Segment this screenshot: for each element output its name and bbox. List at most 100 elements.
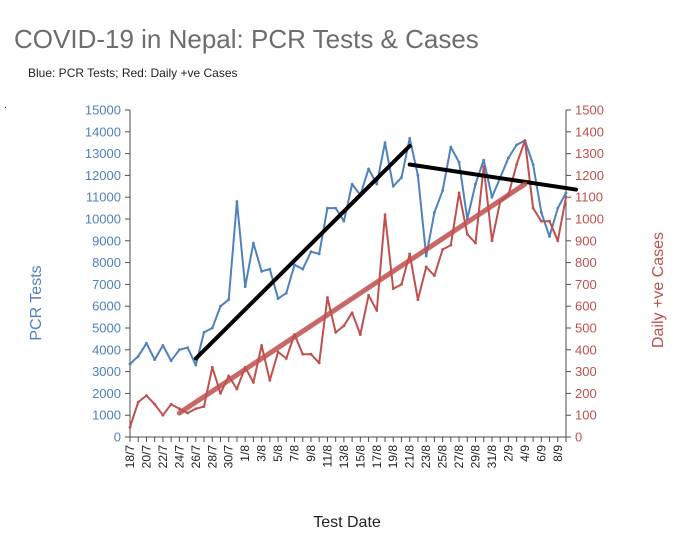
daily-cases-point bbox=[276, 350, 280, 354]
daily-cases-line bbox=[129, 139, 567, 428]
daily-cases-point bbox=[260, 344, 264, 347]
y-left-tick-label: 1000 bbox=[92, 408, 121, 423]
daily-cases-point bbox=[375, 309, 379, 312]
daily-cases-point bbox=[153, 402, 157, 406]
pcr-tests-point bbox=[432, 211, 436, 214]
y-left-tick-label: 13000 bbox=[85, 146, 121, 161]
pcr-tests-point bbox=[482, 158, 486, 162]
pcr-tests-point bbox=[449, 145, 453, 149]
x-tick-label: 2/9 bbox=[501, 445, 515, 462]
y-left-tick-label: 7000 bbox=[92, 277, 121, 292]
pcr-tests-point bbox=[145, 341, 148, 345]
daily-cases-point bbox=[391, 287, 395, 291]
x-tick-label: 7/8 bbox=[288, 445, 302, 462]
daily-cases-point bbox=[334, 330, 338, 334]
pcr-tests-point bbox=[564, 191, 568, 195]
pcr-tests-point bbox=[548, 235, 551, 238]
pcr-tests-point bbox=[227, 298, 231, 302]
x-tick-label: 27/8 bbox=[452, 445, 466, 469]
daily-cases-point bbox=[548, 219, 551, 223]
daily-cases-point bbox=[457, 191, 461, 195]
daily-cases-point bbox=[169, 402, 173, 406]
daily-cases-point bbox=[531, 206, 535, 210]
x-tick-label: 17/8 bbox=[370, 445, 384, 469]
pcr-tests-point bbox=[136, 354, 140, 358]
trendlines-group bbox=[176, 143, 578, 416]
pcr-tests-point bbox=[350, 182, 354, 186]
pcr-tests-point bbox=[169, 359, 173, 363]
x-tick-label: 15/8 bbox=[353, 445, 367, 469]
x-tick-label: 4/9 bbox=[518, 445, 532, 462]
y-right-tick-label: 1400 bbox=[575, 124, 604, 139]
pcr-tests-point bbox=[219, 304, 222, 308]
pcr-tests-point bbox=[194, 363, 198, 367]
x-tick-label: 23/8 bbox=[419, 445, 433, 469]
pcr-tests-point bbox=[515, 143, 519, 147]
x-tick-label: 9/8 bbox=[304, 445, 318, 462]
daily-cases-point bbox=[251, 381, 255, 384]
y-axis-left-label: PCR Tests bbox=[28, 265, 45, 340]
pcr-tests-point bbox=[391, 184, 395, 188]
x-tick-label: 8/9 bbox=[551, 445, 565, 462]
daily-cases-point bbox=[490, 239, 494, 243]
daily-cases-point bbox=[383, 213, 387, 217]
pcr-tests-point bbox=[260, 269, 264, 273]
pcr-tests-point bbox=[235, 200, 239, 203]
daily-cases-point bbox=[515, 163, 519, 166]
daily-cases-point bbox=[177, 407, 181, 411]
pcr-tests-point bbox=[186, 346, 189, 350]
y-right-tick-label: 200 bbox=[575, 386, 597, 401]
daily-cases-point bbox=[367, 293, 370, 297]
pcr-tests-point bbox=[284, 291, 288, 295]
chart-subtitle: Blue: PCR Tests; Red: Daily +ve Cases bbox=[28, 66, 238, 80]
chart-title: COVID-19 in Nepal: PCR Tests & Cases bbox=[14, 24, 479, 54]
x-tick-label: 11/8 bbox=[320, 445, 334, 468]
pcr-tests-point bbox=[276, 297, 280, 300]
pcr-tests-point bbox=[153, 358, 157, 362]
pcr-tests-point bbox=[161, 344, 165, 347]
daily-cases-point bbox=[449, 243, 453, 247]
y-left-tick-label: 12000 bbox=[85, 168, 121, 183]
y-right-tick-label: 700 bbox=[575, 277, 597, 292]
pcr-tests-point bbox=[128, 362, 132, 366]
y-left-tick-label: 10000 bbox=[85, 212, 121, 227]
pcr-tests-point bbox=[326, 206, 329, 210]
x-tick-label: 20/7 bbox=[139, 445, 153, 469]
x-tick-label: 29/8 bbox=[469, 445, 483, 469]
daily-cases-point bbox=[432, 274, 436, 278]
daily-cases-point bbox=[186, 411, 189, 415]
pcr-tests-point bbox=[424, 254, 428, 258]
y-right-tick-label: 1200 bbox=[575, 168, 604, 183]
pcr-tests-point bbox=[243, 285, 247, 288]
y-right-tick-label: 900 bbox=[575, 233, 597, 248]
daily-cases-point bbox=[441, 248, 445, 251]
pcr-tests-point bbox=[507, 156, 510, 160]
x-tick-label: 13/8 bbox=[337, 445, 351, 469]
y-left-tick-label: 15000 bbox=[85, 103, 121, 118]
daily-cases-point bbox=[317, 361, 321, 365]
series-pcr-tests bbox=[128, 136, 568, 367]
stray-marker: . bbox=[4, 100, 7, 111]
y-left-tick-label: 5000 bbox=[92, 321, 121, 336]
daily-cases-point bbox=[482, 165, 486, 169]
pcr-tests-point bbox=[177, 348, 181, 352]
daily-cases-point bbox=[564, 195, 568, 199]
daily-cases-point bbox=[235, 387, 239, 391]
y-right-tick-label: 1500 bbox=[575, 103, 604, 118]
daily-cases-point bbox=[128, 425, 132, 429]
series-daily-cases bbox=[128, 139, 568, 429]
x-tick-label: 30/7 bbox=[222, 445, 236, 469]
y-left-tick-label: 4000 bbox=[92, 342, 121, 357]
y-left-tick-label: 2000 bbox=[92, 386, 121, 401]
axes-group: 0100020003000400050006000700080009000100… bbox=[85, 103, 604, 469]
pcr-tests-point bbox=[317, 252, 321, 256]
pcr-tests-point bbox=[408, 136, 412, 140]
daily-cases-point bbox=[408, 252, 412, 256]
pcr-tests-point bbox=[400, 176, 403, 179]
pcr-tests-point bbox=[539, 211, 543, 214]
y-right-tick-label: 500 bbox=[575, 321, 597, 336]
daily-cases-point bbox=[136, 400, 140, 404]
pcr-tests-point bbox=[334, 206, 338, 210]
daily-cases-point bbox=[523, 139, 527, 142]
x-tick-label: 25/8 bbox=[436, 445, 450, 469]
